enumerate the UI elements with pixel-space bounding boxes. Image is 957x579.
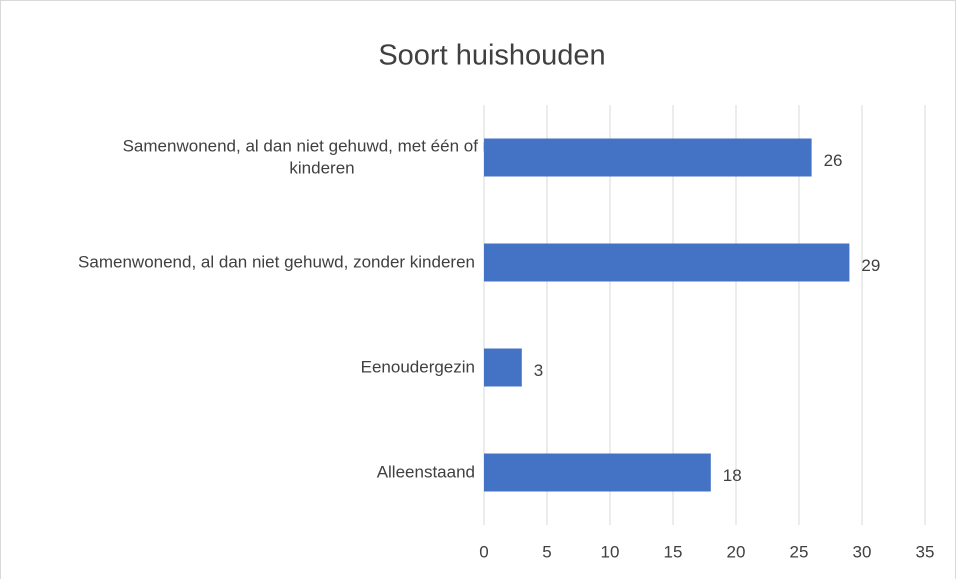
y-tick-label: Samenwonend, al dan niet gehuwd, met één… bbox=[123, 137, 522, 178]
x-tick-label: 15 bbox=[664, 542, 683, 561]
x-tick-label: 20 bbox=[727, 542, 746, 561]
y-tick-label: Alleenstaand bbox=[377, 463, 475, 482]
x-tick-label: 5 bbox=[542, 542, 551, 561]
x-tick-label: 0 bbox=[479, 542, 488, 561]
x-tick-label: 25 bbox=[790, 542, 809, 561]
data-label: 29 bbox=[861, 256, 880, 275]
x-tick-label: 30 bbox=[853, 542, 872, 561]
bar bbox=[484, 453, 711, 492]
y-tick-label: Samenwonend, al dan niet gehuwd, zonder … bbox=[78, 253, 475, 272]
x-tick-label: 35 bbox=[916, 542, 935, 561]
chart-title: Soort huishouden bbox=[378, 40, 605, 72]
data-label: 26 bbox=[824, 151, 843, 170]
data-label: 18 bbox=[723, 466, 742, 485]
data-label: 3 bbox=[534, 361, 543, 380]
bar bbox=[484, 243, 850, 282]
bar bbox=[484, 138, 812, 177]
bar bbox=[484, 348, 522, 387]
x-tick-label: 10 bbox=[601, 542, 620, 561]
y-tick-label: Eenoudergezin bbox=[361, 358, 475, 377]
